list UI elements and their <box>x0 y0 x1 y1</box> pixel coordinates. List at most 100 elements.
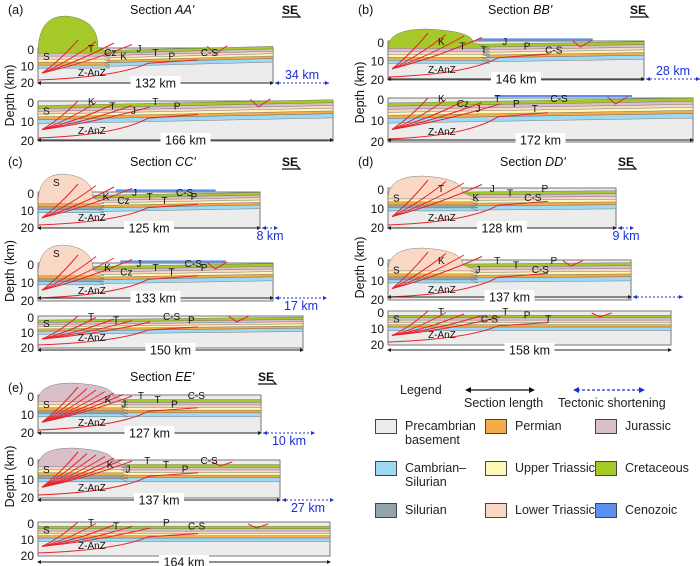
section-length-value: 127 km <box>129 427 170 441</box>
fault-line <box>41 521 79 547</box>
depth-tick-label: 20 <box>371 135 385 149</box>
legend-swatch <box>595 503 617 518</box>
unit-label-t: T <box>507 188 513 199</box>
fault-line <box>41 315 79 340</box>
depth-tick-label: 0 <box>27 96 34 110</box>
depth-tick-label: 20 <box>371 338 385 352</box>
unit-label-cz: Cz <box>104 48 116 59</box>
unit-labels: S K J T T P C-S Z-AnZ <box>43 456 218 494</box>
fault-line <box>562 260 584 267</box>
legend-title: Legend <box>400 383 442 397</box>
section-title: Section CC' <box>130 155 196 169</box>
fault-lines <box>37 451 233 496</box>
section-title: Section AA' <box>130 3 195 17</box>
fault-line <box>391 251 429 289</box>
unit-label-k: K <box>103 192 110 203</box>
cretaceous-layer <box>37 316 304 323</box>
section-length-value: 133 km <box>135 292 176 306</box>
unit-label-s: S <box>43 400 50 411</box>
unit-label-s: S <box>43 465 50 476</box>
direction-arrow-icon <box>282 12 302 18</box>
fault-line <box>391 37 483 70</box>
section-length-indicator: 150 km <box>37 343 304 358</box>
section-length-arrow-icon <box>465 387 535 393</box>
legend-label: Precambrian basement <box>405 419 476 447</box>
legend-label: Upper Triassic <box>515 461 595 475</box>
section-length-indicator: 127 km 10 km <box>37 426 315 448</box>
unit-label-cs: C-S <box>545 46 563 57</box>
section-length-value: 128 km <box>482 222 523 236</box>
direction-arrow-icon <box>618 164 638 170</box>
fault-line <box>391 316 501 336</box>
unit-label-s: S <box>393 193 400 204</box>
unit-label-t: T <box>438 184 444 195</box>
cretaceous-layer <box>37 263 274 271</box>
unit-label-t: T <box>109 101 115 112</box>
unit-label-cs: C-S <box>481 314 499 325</box>
tectonic-shortening-arrow-icon <box>573 387 645 393</box>
unit-label-s: S <box>53 178 60 189</box>
direction-arrow-icon <box>258 379 278 385</box>
fault-line <box>391 103 501 130</box>
direction-label: SE <box>282 155 298 169</box>
depth-tick-label: 20 <box>21 134 35 148</box>
fault-lines <box>37 386 199 431</box>
unit-label-p: P <box>524 41 531 52</box>
cenozoic-layer <box>494 95 632 97</box>
detachment-fault <box>37 533 199 554</box>
cross-section-restored: 0 10 20 K Cz J T P T C-S Z-AnZ 172 km <box>371 93 694 149</box>
unit-label-k: K <box>105 395 112 406</box>
legend-label: Lower Triassic <box>515 503 595 517</box>
unit-labels: SK CzJ T TC-SPZ-AnZ <box>53 249 208 297</box>
fault-line <box>41 257 115 291</box>
fault-lines <box>387 32 593 78</box>
unit-label-t: T <box>163 460 169 471</box>
y-axis-label: Depth (km) <box>3 240 17 302</box>
unit-label-zanz: Z-AnZ <box>428 330 456 341</box>
unit-label-zanz: Z-AnZ <box>78 213 106 224</box>
cross-section-deformed: 0 10 20 T S KJ T C-SP Z-AnZ 128 km 9 km <box>371 175 640 243</box>
unit-label-t: T <box>88 312 94 323</box>
unit-labels: SK CzJ T TC-SPZ-AnZ <box>53 178 198 224</box>
detachment-fault <box>387 200 549 226</box>
fault-line <box>41 100 79 131</box>
unit-label-cs: C-S <box>524 193 542 204</box>
unit-label-s: S <box>43 526 50 537</box>
fault-line <box>248 523 269 529</box>
depth-tick-label: 20 <box>21 76 35 90</box>
fault-lines <box>37 521 269 554</box>
section-title: Section DD' <box>500 155 566 169</box>
detachment-fault <box>387 322 549 343</box>
depth-tick-label: 0 <box>27 455 34 469</box>
unit-label-p: P <box>169 52 176 63</box>
legend-swatch <box>485 461 507 476</box>
fault-line <box>391 35 465 70</box>
legend-swatch <box>375 419 397 434</box>
detachment-fault <box>387 53 549 78</box>
direction-label: SE <box>258 370 274 384</box>
fault-line <box>591 312 612 318</box>
unit-label-j: J <box>502 37 507 48</box>
cross-section-restored: 0 10 20 T T S P C-S Z-AnZ 164 km <box>21 517 331 566</box>
unit-label-s: S <box>43 319 50 330</box>
depth-tick-label: 0 <box>377 93 384 107</box>
fault-line <box>391 253 447 290</box>
unit-label-j: J <box>136 259 141 270</box>
unit-label-zanz: Z-AnZ <box>428 65 456 76</box>
cross-section-deformed: 0 10 20 K T T J P C-S Z-AnZ 146 km 28 km <box>371 28 700 87</box>
tectonic-shortening-value: 27 km <box>291 501 325 515</box>
section-length-value: 137 km <box>139 494 180 508</box>
depth-tick-label: 0 <box>377 306 384 320</box>
fault-line <box>391 181 447 218</box>
unit-label-k: K <box>473 193 480 204</box>
unit-label-t: T <box>113 316 119 327</box>
tectonic-shortening-value: 34 km <box>285 68 319 82</box>
cenozoic-layer <box>115 189 216 192</box>
depth-tick-label: 10 <box>21 204 35 218</box>
